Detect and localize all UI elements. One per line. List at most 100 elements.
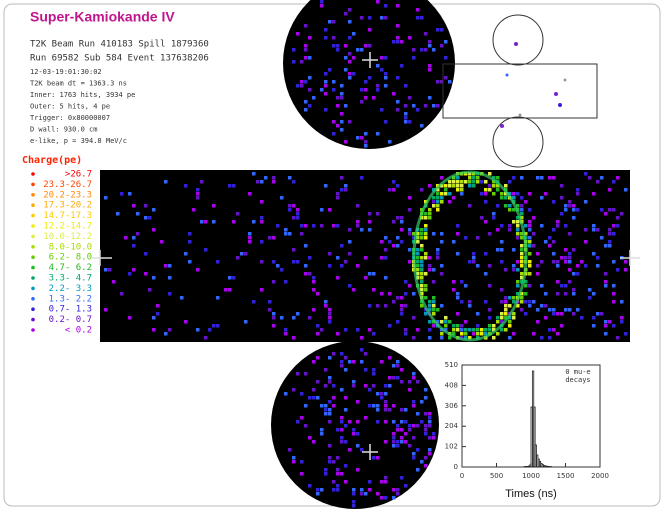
hit: [420, 304, 424, 308]
legend-label: 23.3-26.7: [43, 180, 92, 190]
hit: [596, 312, 600, 316]
hit: [492, 184, 496, 188]
hit: [456, 188, 460, 192]
hit: [604, 244, 608, 248]
hit: [492, 336, 496, 340]
hit: [508, 228, 512, 232]
hit: [296, 32, 300, 36]
hit: [376, 456, 380, 460]
hit: [304, 24, 308, 28]
hit: [524, 300, 528, 304]
hit: [440, 304, 444, 308]
hit: [624, 260, 628, 264]
hit: [380, 16, 384, 20]
hit: [436, 200, 440, 204]
hit: [292, 316, 296, 320]
hit: [496, 320, 500, 324]
hit: [404, 332, 408, 336]
hit: [384, 72, 388, 76]
hit: [572, 292, 576, 296]
hit: [392, 440, 396, 444]
hit: [592, 252, 596, 256]
hit: [308, 256, 312, 260]
hit: [404, 112, 408, 116]
hit: [388, 140, 392, 144]
hit: [580, 316, 584, 320]
hit: [576, 192, 580, 196]
hit: [448, 80, 452, 84]
hit: [540, 304, 544, 308]
hit: [428, 412, 432, 416]
hit: [520, 232, 524, 236]
hit: [404, 408, 408, 412]
hit: [572, 204, 576, 208]
hit: [252, 172, 256, 176]
hit: [328, 308, 332, 312]
hit: [428, 264, 432, 268]
hit: [104, 268, 108, 272]
histogram: 0 102 204 306 408 510 0 500 1000 1500 2000 0 mu-ede…: [445, 361, 609, 500]
hit: [400, 64, 404, 68]
hit: [328, 264, 332, 268]
hit: [340, 128, 344, 132]
hit: [212, 220, 216, 224]
hit: [412, 48, 416, 52]
hit: [392, 404, 396, 408]
hit: [420, 124, 424, 128]
hit: [340, 436, 344, 440]
hit: [540, 260, 544, 264]
legend-swatch: [31, 234, 35, 239]
hit: [396, 492, 400, 496]
hit: [204, 248, 208, 252]
hit: [400, 308, 404, 312]
hit: [440, 184, 444, 188]
hit: [520, 212, 524, 216]
hit: [340, 264, 344, 268]
hit: [404, 420, 408, 424]
hit: [476, 324, 480, 328]
hit: [444, 188, 448, 192]
hit: [560, 196, 564, 200]
hit: [332, 352, 336, 356]
hit: [272, 324, 276, 328]
hit: [132, 244, 136, 248]
hit: [412, 292, 416, 296]
hit: [324, 184, 328, 188]
hit: [548, 236, 552, 240]
hit: [332, 88, 336, 92]
hit: [576, 264, 580, 268]
hit: [388, 292, 392, 296]
hit: [440, 28, 444, 32]
hit: [148, 216, 152, 220]
hit: [328, 456, 332, 460]
hit: [500, 192, 504, 196]
hit: [524, 312, 528, 316]
hit: [104, 308, 108, 312]
hit: [380, 396, 384, 400]
hit: [468, 184, 472, 188]
hit: [132, 204, 136, 208]
hit: [388, 356, 392, 360]
hit: [344, 464, 348, 468]
hit: [532, 216, 536, 220]
hit: [492, 212, 496, 216]
hit: [528, 228, 532, 232]
hit: [420, 288, 424, 292]
hit: [272, 280, 276, 284]
hit: [384, 480, 388, 484]
hit: [612, 324, 616, 328]
hit: [260, 220, 264, 224]
hit: [112, 280, 116, 284]
hit: [476, 312, 480, 316]
hit: [328, 20, 332, 24]
hit: [416, 240, 420, 244]
hit: [620, 320, 624, 324]
hit: [360, 136, 364, 140]
hit: [520, 264, 524, 268]
hit: [460, 184, 464, 188]
hit: [304, 80, 308, 84]
hit: [332, 460, 336, 464]
hit: [384, 476, 388, 480]
hit: [500, 328, 504, 332]
hit: [432, 196, 436, 200]
